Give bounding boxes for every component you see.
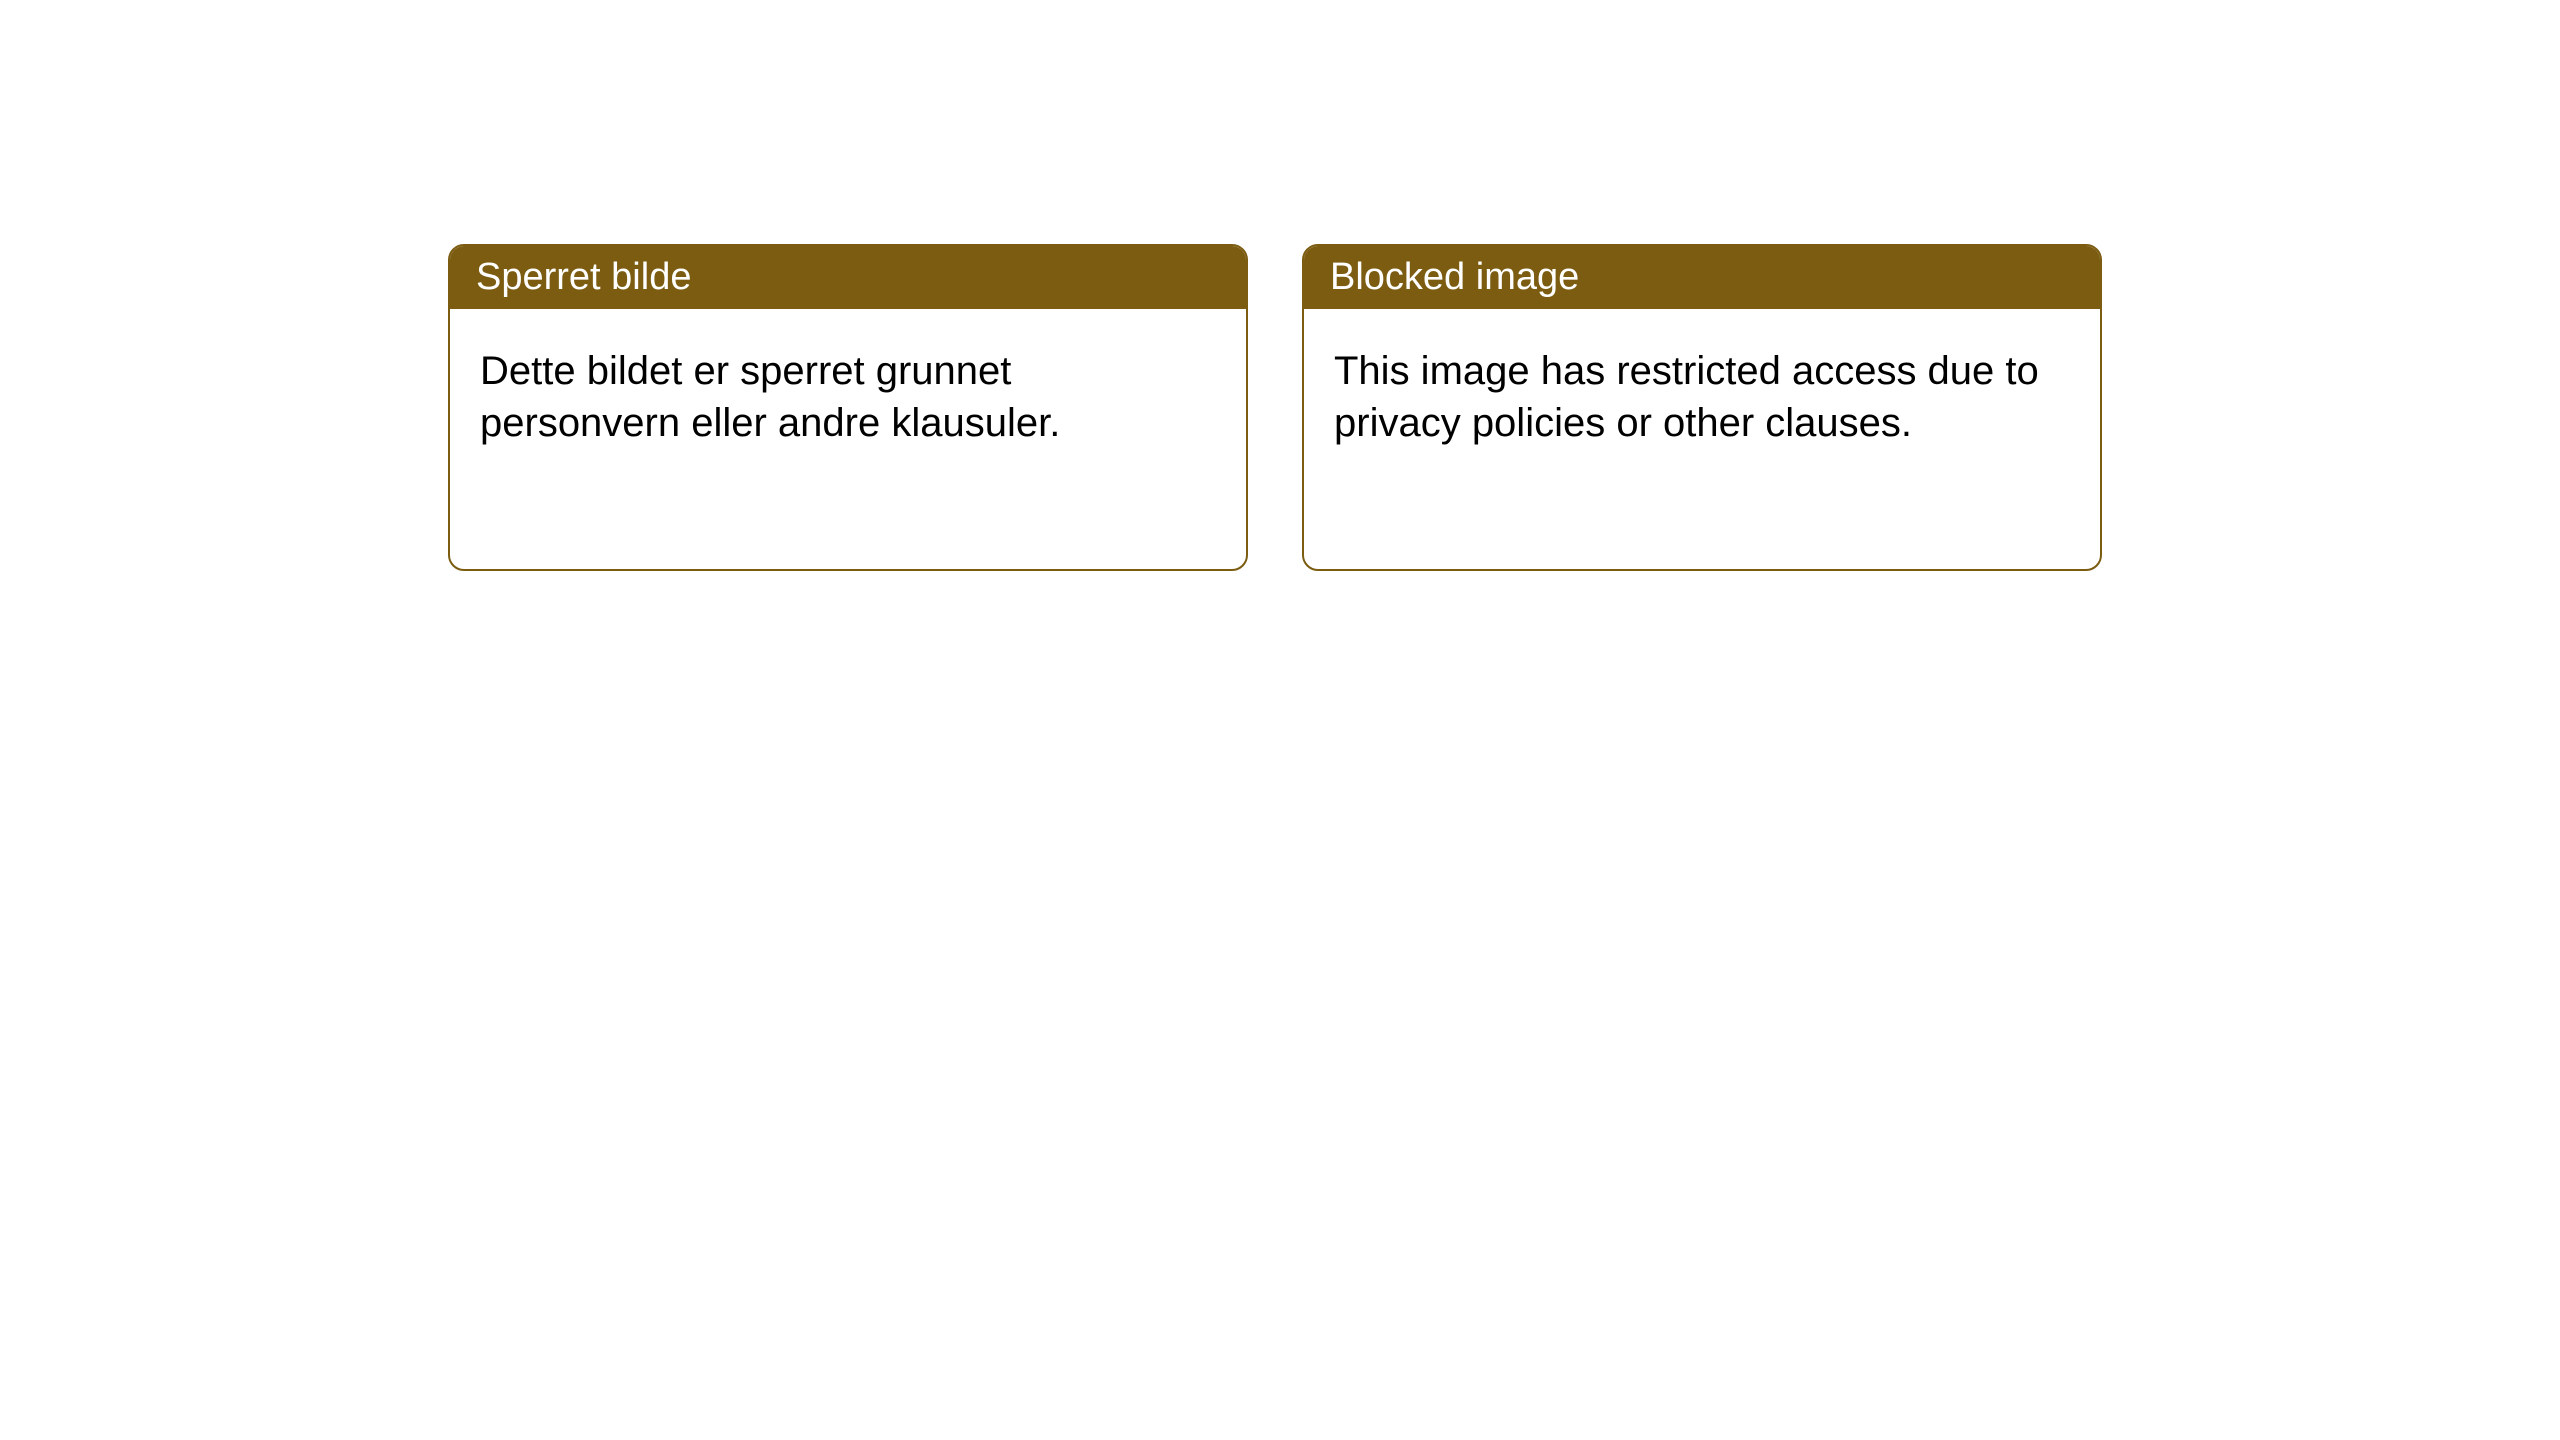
notice-header-english: Blocked image [1304, 246, 2100, 309]
notice-card-english: Blocked image This image has restricted … [1302, 244, 2102, 571]
notice-container: Sperret bilde Dette bildet er sperret gr… [448, 244, 2102, 571]
notice-body-norwegian: Dette bildet er sperret grunnet personve… [450, 309, 1246, 569]
notice-body-english: This image has restricted access due to … [1304, 309, 2100, 569]
notice-header-norwegian: Sperret bilde [450, 246, 1246, 309]
notice-card-norwegian: Sperret bilde Dette bildet er sperret gr… [448, 244, 1248, 571]
